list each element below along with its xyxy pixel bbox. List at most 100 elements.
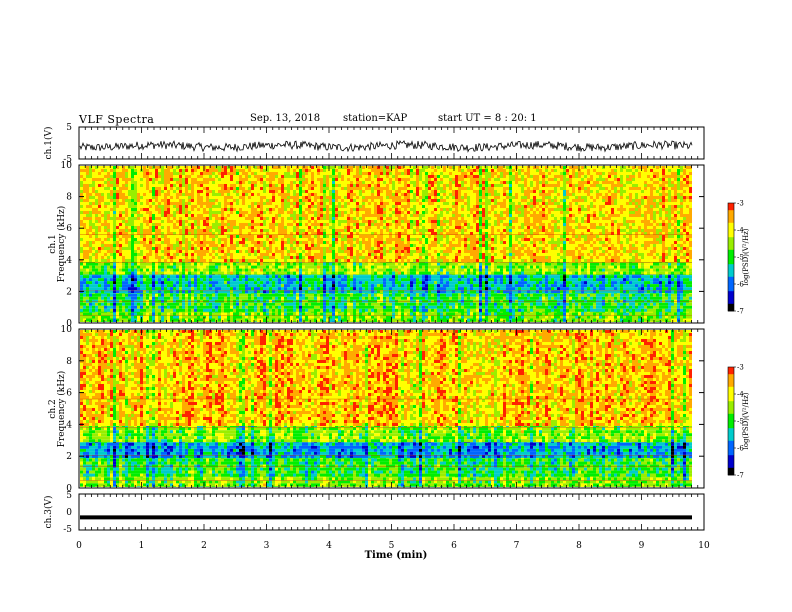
spectrogram-cell [308, 302, 311, 306]
spectrogram-cell [119, 175, 122, 178]
spectrogram-cell [131, 278, 134, 282]
spectrogram-cell [251, 232, 254, 235]
spectrogram-cell [104, 199, 107, 202]
spectrogram-cell [230, 190, 233, 193]
spectrogram-cell [191, 312, 194, 316]
spectrogram-cell [263, 184, 266, 187]
spectrogram-cell [200, 214, 203, 217]
spectrogram-cell [116, 247, 119, 250]
spectrogram-cell [83, 278, 86, 282]
spectrogram-cell [128, 226, 131, 229]
spectrogram-cell [227, 265, 230, 269]
spectrogram-cell [263, 278, 266, 282]
spectrogram-cell [146, 271, 149, 275]
spectrogram-cell [176, 253, 179, 256]
spectrogram-cell [191, 275, 194, 279]
spectrogram-cell [257, 318, 260, 322]
spectrogram-cell [266, 296, 269, 300]
spectrogram-cell [203, 178, 206, 181]
spectrogram-cell [242, 217, 245, 220]
spectrogram-cell [173, 238, 176, 241]
spectrogram-cell [308, 226, 311, 229]
spectrogram-cell [323, 262, 326, 266]
spectrogram-cell [224, 193, 227, 196]
spectrogram-cell [170, 265, 173, 269]
spectrogram-cell [179, 315, 182, 319]
spectrogram-cell [107, 205, 110, 208]
spectrogram-cell [101, 235, 104, 238]
spectrogram-cell [167, 308, 170, 312]
spectrogram-cell [335, 268, 338, 272]
spectrogram-cell [101, 232, 104, 235]
spectrogram-cell [194, 271, 197, 275]
spectrogram-cell [122, 299, 125, 303]
spectrogram-cell [332, 190, 335, 193]
spectrogram-cell [287, 199, 290, 202]
spectrogram-cell [86, 172, 89, 175]
spectrogram-cell [92, 305, 95, 309]
spectrogram-cell [155, 190, 158, 193]
spectrogram-cell [332, 220, 335, 223]
spectrogram-cell [263, 211, 266, 214]
spectrogram-cell [236, 178, 239, 181]
spectrogram-cell [299, 318, 302, 322]
spectrogram-cell [203, 211, 206, 214]
spectrogram-cell [224, 290, 227, 294]
spectrogram-cell [194, 187, 197, 190]
spectrogram-cell [248, 281, 251, 285]
spectrogram-cell [131, 169, 134, 172]
spectrogram-cell [131, 250, 134, 253]
spectrogram-cell [272, 253, 275, 256]
spectrogram-cell [110, 318, 113, 322]
spectrogram-cell [113, 305, 116, 309]
spectrogram-cell [341, 169, 344, 172]
spectrogram-cell [320, 247, 323, 250]
spectrogram-cell [107, 287, 110, 291]
spectrogram-cell [107, 166, 110, 169]
spectrogram-cell [92, 250, 95, 253]
spectrogram-cell [239, 214, 242, 217]
spectrogram-cell [140, 232, 143, 235]
spectrogram-cell [335, 232, 338, 235]
spectrogram-cell [329, 208, 332, 211]
spectrogram-cell [158, 262, 161, 266]
spectrogram-cell [224, 226, 227, 229]
spectrogram-cell [251, 175, 254, 178]
spectrogram-cell [305, 256, 308, 259]
spectrogram-cell [245, 321, 248, 322]
spectrogram-cell [86, 305, 89, 309]
spectrogram-cell [92, 190, 95, 193]
spectrogram-cell [200, 202, 203, 205]
spectrogram-cell [161, 284, 164, 288]
spectrogram-cell [89, 275, 92, 279]
spectrogram-cell [284, 290, 287, 294]
spectrogram-cell [329, 178, 332, 181]
spectrogram-cell [230, 229, 233, 232]
spectrogram-cell [332, 184, 335, 187]
spectrogram-cell [227, 271, 230, 275]
spectrogram-cell [161, 265, 164, 269]
spectrogram-cell [218, 302, 221, 306]
spectrogram-cell [296, 293, 299, 297]
spectrogram-cell [314, 278, 317, 282]
spectrogram-cell [146, 184, 149, 187]
spectrogram-cell [254, 223, 257, 226]
spectrogram-cell [236, 196, 239, 199]
spectrogram-cell [179, 187, 182, 190]
spectrogram-cell [83, 214, 86, 217]
spectrogram-cell [164, 172, 167, 175]
spectrogram-cell [308, 187, 311, 190]
spectrogram-cell [182, 302, 185, 306]
ch1-waveform-line [79, 139, 693, 153]
spectrogram-cell [200, 208, 203, 211]
spectrogram-cell [251, 287, 254, 291]
spectrogram-cell [236, 199, 239, 202]
spectrogram-cell [239, 308, 242, 312]
spectrogram-cell [293, 232, 296, 235]
spectrogram-cell [335, 220, 338, 223]
spectrogram-cell [227, 238, 230, 241]
spectrogram-cell [302, 205, 305, 208]
spectrogram-cell [149, 247, 152, 250]
spectrogram-cell [281, 172, 284, 175]
spectrogram-cell [278, 305, 281, 309]
